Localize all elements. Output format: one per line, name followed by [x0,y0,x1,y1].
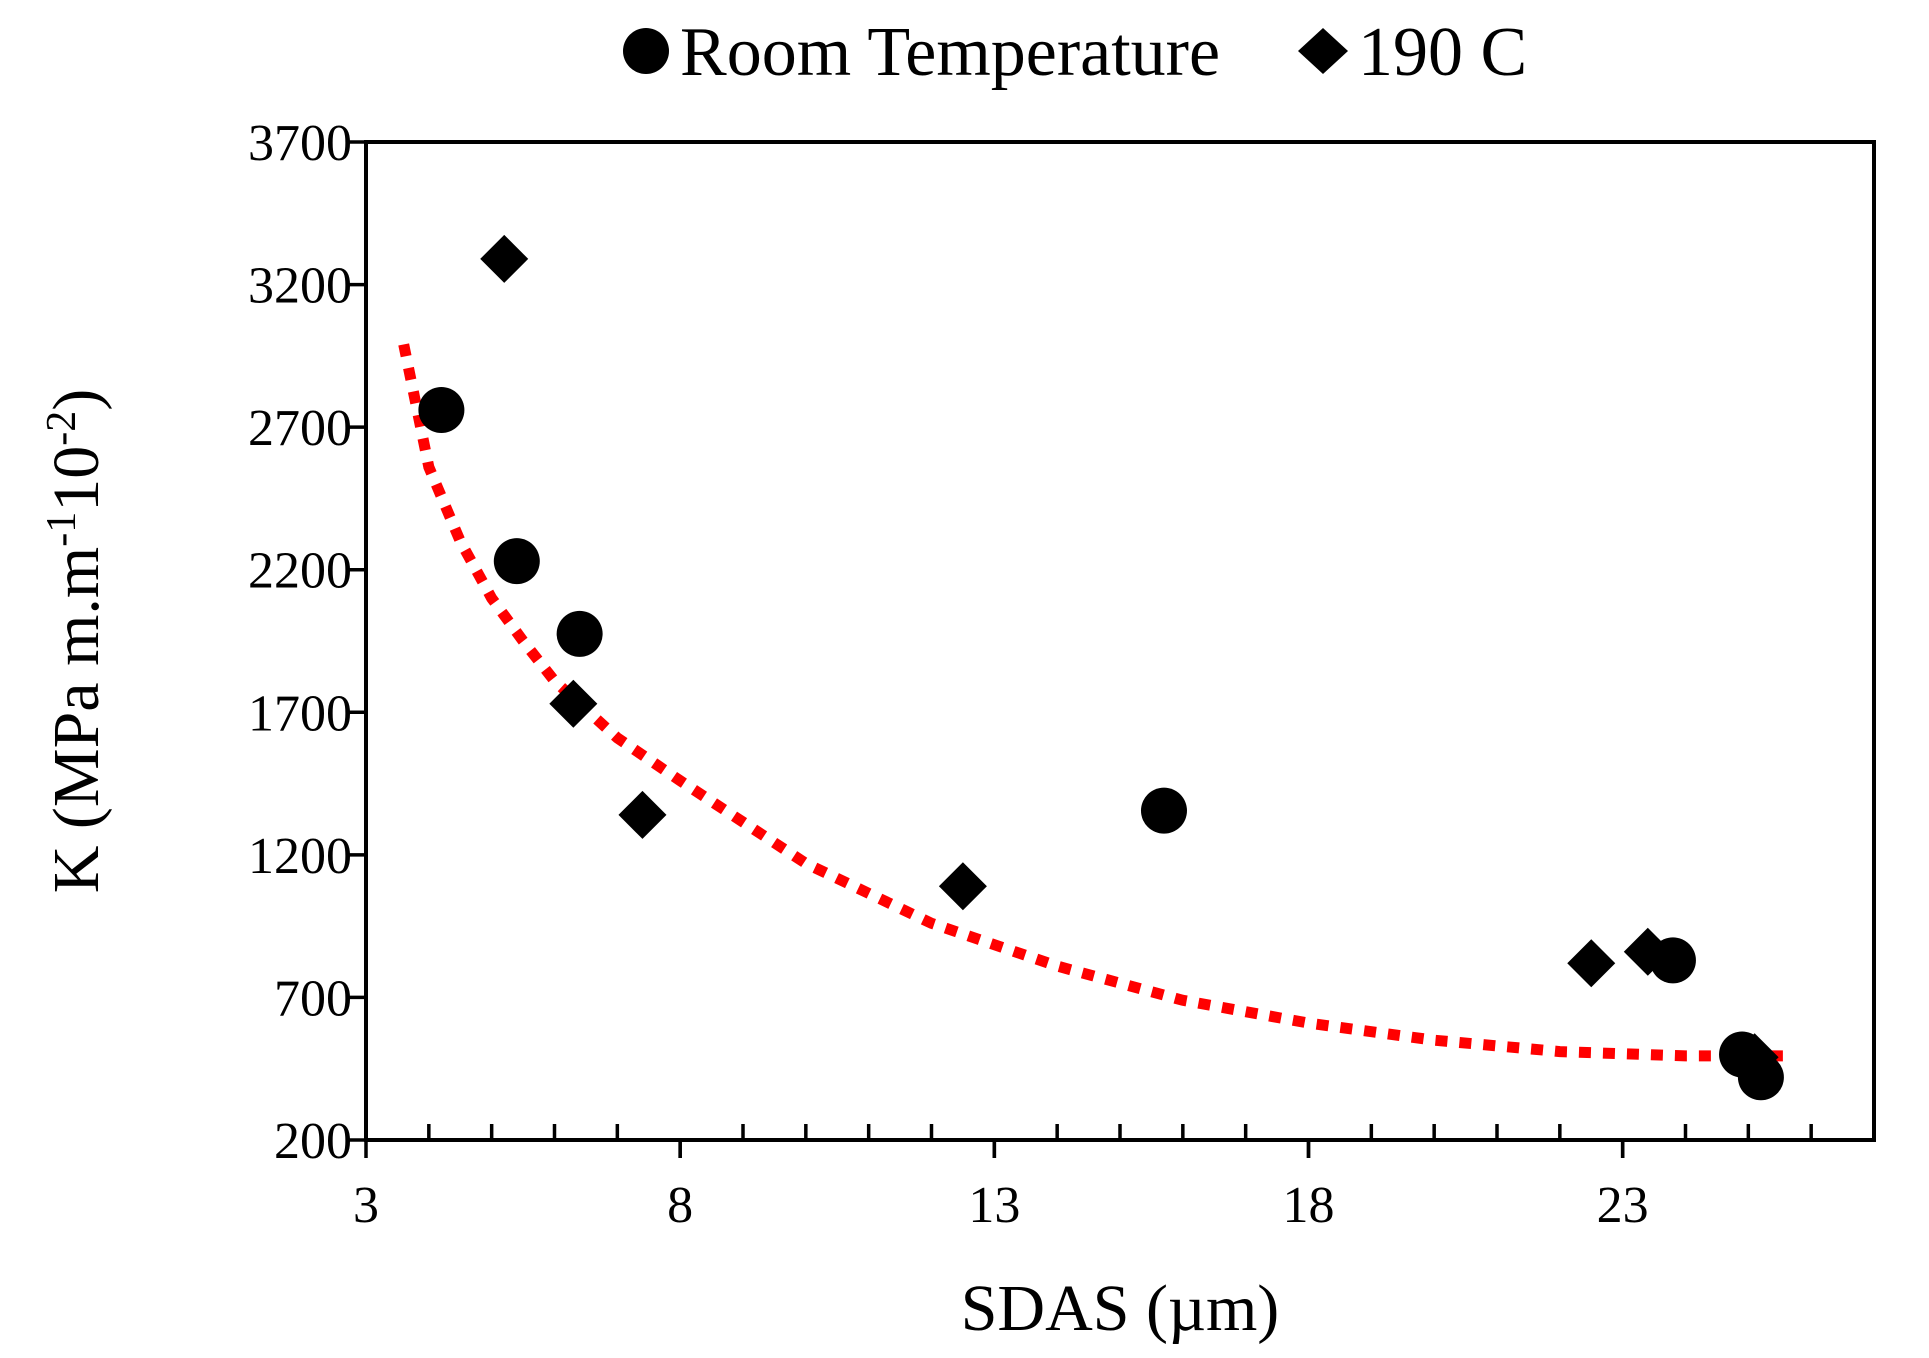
point-190c [1567,939,1616,988]
point-room-temperature [493,538,540,585]
point-room-temperature [1140,787,1187,834]
point-190c [480,234,529,283]
point-190c [938,862,987,911]
y-tick-label: 3200 [248,258,352,315]
y-tick-label: 1200 [248,828,352,885]
data-points-layer [418,234,1784,1101]
point-room-temperature [556,610,603,657]
y-tick-label: 2700 [248,400,352,457]
legend-marker-190c [1298,28,1348,74]
x-tick-label: 23 [1597,1177,1649,1234]
x-tick-label: 8 [667,1177,693,1234]
legend-label-190c: 190 C [1358,14,1527,91]
legend: Room Temperature 190 C [623,14,1527,91]
x-tick-label: 18 [1283,1177,1335,1234]
point-190c [549,679,598,728]
y-tick-label: 3700 [248,115,352,172]
y-tick-label: 200 [274,1113,352,1170]
y-tick-label: 700 [274,970,352,1027]
legend-marker-room-temperature [623,28,669,74]
trendline-layer [398,343,1793,1062]
tick-labels: 3 8 13 18 23 200 700 1200 1700 2200 2700 3200 3700 [248,115,1649,1234]
x-tick-label: 3 [353,1177,379,1234]
x-axis-title: SDAS (µm) [961,1272,1280,1345]
point-190c [1730,1033,1779,1082]
point-190c [1623,927,1672,976]
point-room-temperature [418,387,465,434]
y-axis-title: K (MPa m.m-110-2) [39,389,113,893]
legend-label-room-temperature: Room Temperature [680,14,1220,91]
axis-ticks [348,140,1813,1158]
trendline [398,343,1793,1062]
point-190c [618,790,667,839]
x-tick-label: 13 [968,1177,1020,1234]
y-tick-label: 1700 [248,685,352,742]
y-tick-label: 2200 [248,543,352,600]
